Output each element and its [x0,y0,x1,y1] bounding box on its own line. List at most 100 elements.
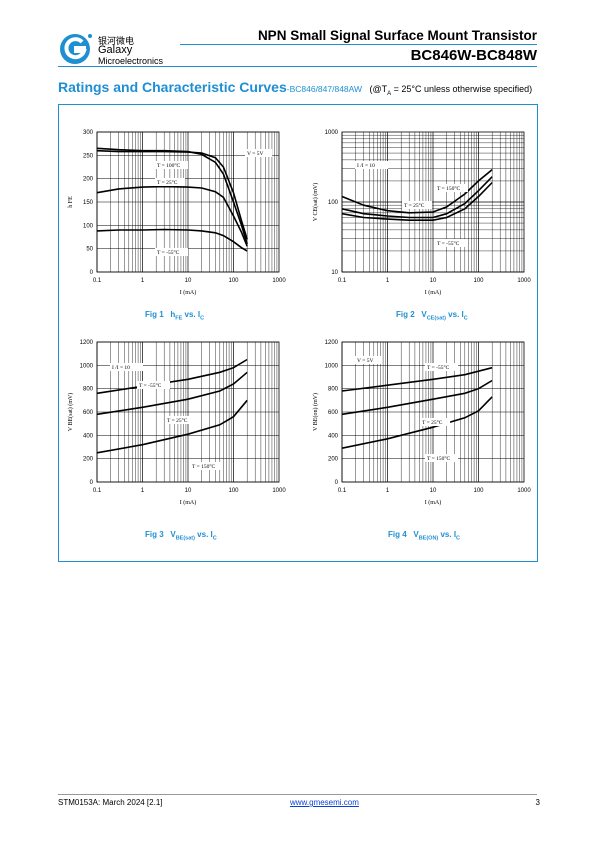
series-line-3 [96,399,248,454]
x-tick-label: 1 [141,488,145,494]
annotation-label: T = 150°C [427,455,451,462]
footer-doc-id: STM0153A: March 2024 [2.1] [58,798,163,807]
series-line-3 [341,181,493,221]
section-title: Ratings and Characteristic Curves [58,79,287,95]
annotation-label: V = 5V [247,151,263,157]
y-tick-label: 200 [328,457,339,463]
series-line-3 [96,185,248,247]
x-axis-label: I (mA) [180,289,197,296]
annotation-label: T = 150°C [192,463,216,470]
section-subtitle: -BC846/847/848AW [286,84,363,94]
fig-symbol-sub: BE(ON) [418,535,439,542]
annotation-background [137,381,170,389]
fig-mid: vs. I [438,530,457,539]
x-tick-label: 1 [386,488,390,494]
fig1-caption: Fig 1 hFE vs. IC [145,310,204,322]
y-tick-label: 0 [90,480,94,486]
annotation-label: T = 150°C [437,185,461,192]
fig3-caption: Fig 3 VBE(sat) vs. IC [145,530,217,542]
annotation-label: T = 25°C [404,202,425,209]
fig-label: Fig 1 [145,310,164,319]
annotation-background [110,363,143,371]
y-tick-label: 250 [83,153,94,159]
x-tick-label: 10 [185,278,192,284]
fig4-vbeon-chart: 0.1 1 10 100 1000 0 200 400 600 800 1000 1200 I (mA)… [312,340,531,506]
annotation-background [402,201,433,209]
annotation-background [165,416,196,424]
y-axis-label: V CE(sat) (mV) [312,183,319,222]
y-tick-label: 600 [328,410,339,416]
y-tick-label: 100 [328,200,339,206]
annotation-background [355,161,388,169]
y-tick-label: 1000 [80,363,94,369]
fig-tail-sub: C [456,535,461,542]
fig4-caption: Fig 4 VBE(ON) vs. IC [388,530,460,542]
y-tick-label: 0 [90,270,94,276]
annotation-label: T = 25°C [422,419,443,426]
fig-symbol-sub: CE(sat) [426,315,446,322]
y-tick-label: 10 [331,270,338,276]
y-tick-label: 1200 [80,340,94,346]
condition-suffix: = 25°C unless otherwise specified) [391,84,533,94]
header-rule [180,44,537,45]
fig-symbol-sub: BE(sat) [175,535,195,542]
series-line-4 [96,228,248,252]
fig-label: Fig 2 [396,310,415,319]
x-tick-label: 0.1 [93,488,102,494]
x-axis-label: I (mA) [425,499,442,506]
fig2-vcesat-chart: 0.1 1 10 100 1000 10 100 1000 I (mA) V CE(sat) (m… [312,130,531,296]
x-tick-label: 1 [141,278,145,284]
series-line-2 [96,371,248,416]
series-line-1 [96,358,248,395]
y-tick-label: 0 [335,480,339,486]
x-tick-label: 1000 [272,278,286,284]
x-tick-label: 1000 [272,488,286,494]
x-tick-label: 0.1 [93,278,102,284]
fig-symbol-sub: FE [175,315,183,322]
fig-mid: vs. I [194,530,213,539]
footer-website-link[interactable]: www.gmesemi.com [290,798,359,807]
x-tick-label: 10 [185,488,192,494]
y-tick-label: 800 [328,387,339,393]
fig-label: Fig 3 [145,530,164,539]
section-heading: Ratings and Characteristic Curves-BC846/… [58,79,532,97]
x-tick-label: 100 [228,278,239,284]
x-tick-label: 10 [430,278,437,284]
fig-symbol: V [413,530,419,539]
fig1-hfe-chart: 0.1 1 10 100 1000 0 50 100 150 200 250 300 I (mA) h F… [68,130,286,296]
y-tick-label: 1000 [325,130,339,136]
annotation-background [155,161,188,169]
annotation-label: I /I = 10 [357,163,375,169]
fig-symbol: h [170,310,176,319]
series-line-1 [96,147,248,245]
series-line-2 [96,149,248,240]
fig2-caption: Fig 2 VCE(sat) vs. IC [396,310,468,322]
annotation-label: T = 25°C [167,417,188,424]
x-tick-label: 10 [430,488,437,494]
y-axis-label: V BE(sat) (mV) [67,393,74,432]
fig-mid: vs. I [445,310,464,319]
condition-prefix: (@T [369,84,388,94]
x-tick-label: 100 [473,278,484,284]
series-line-1 [341,366,493,392]
logo-chinese-name: 银河微电 [98,37,135,47]
fig-symbol: V [421,310,427,319]
annotation-label: T = -55°C [437,240,460,247]
x-tick-label: 100 [473,488,484,494]
annotation-label: I /I = 10 [112,365,130,371]
y-tick-label: 800 [83,387,94,393]
x-tick-label: 0.1 [338,278,347,284]
y-axis-label: V BE(on) (mV) [312,393,319,431]
y-tick-label: 600 [83,410,94,416]
annotation-background [435,184,468,192]
series-line-2 [341,176,493,219]
x-tick-label: 1000 [517,278,531,284]
fig3-vbesat-chart: 0.1 1 10 100 1000 0 200 400 600 800 1000 1200 I (mA)… [67,340,286,506]
annotation-label: T = 100°C [157,162,181,169]
annotation-background [355,356,383,364]
footer-page-number: 3 [535,798,540,807]
series-line-3 [341,396,493,449]
y-tick-label: 1200 [325,340,339,346]
plot-border [341,131,525,273]
y-tick-label: 300 [83,130,94,136]
